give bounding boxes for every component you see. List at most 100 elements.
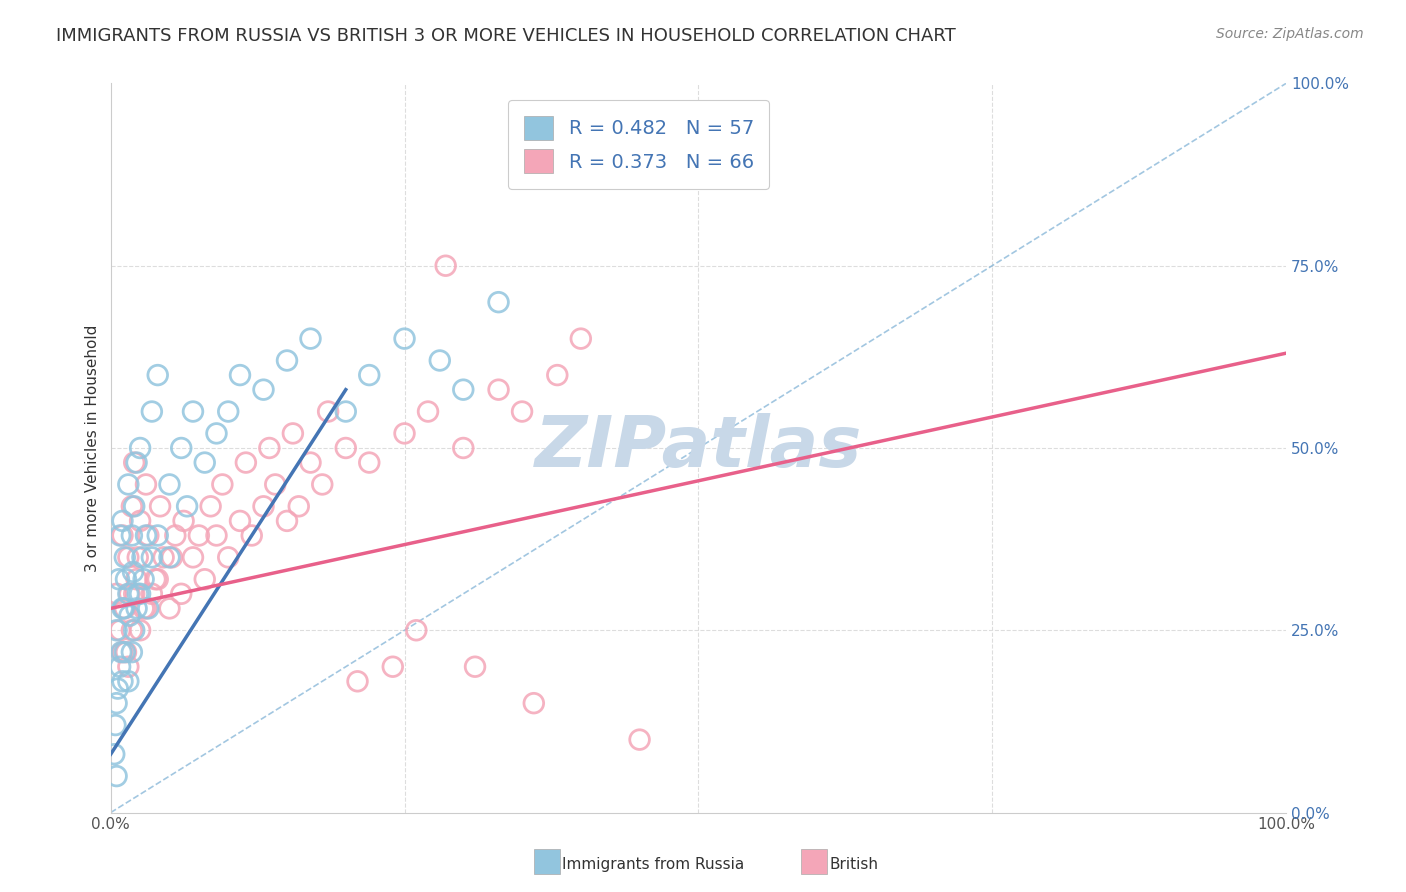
Point <box>104 718 127 732</box>
Point <box>105 587 128 601</box>
Point <box>132 601 155 615</box>
Point <box>311 477 333 491</box>
Point <box>299 456 322 470</box>
Point <box>229 368 252 382</box>
Text: IMMIGRANTS FROM RUSSIA VS BRITISH 3 OR MORE VEHICLES IN HOUSEHOLD CORRELATION CH: IMMIGRANTS FROM RUSSIA VS BRITISH 3 OR M… <box>56 27 956 45</box>
Point <box>110 645 132 659</box>
Point <box>111 601 134 615</box>
Point <box>200 500 222 514</box>
Point <box>628 732 651 747</box>
Point <box>121 624 143 638</box>
Point <box>108 624 131 638</box>
Point <box>145 572 167 586</box>
Point <box>129 514 152 528</box>
Point <box>394 426 416 441</box>
Point <box>170 441 193 455</box>
Point <box>136 528 159 542</box>
Point <box>488 295 510 310</box>
Point <box>141 587 163 601</box>
Point <box>118 608 141 623</box>
Point <box>229 514 252 528</box>
Point <box>434 259 457 273</box>
Point <box>146 368 169 382</box>
Point <box>160 550 183 565</box>
Point <box>159 477 181 491</box>
Point <box>129 441 152 455</box>
Text: Source: ZipAtlas.com: Source: ZipAtlas.com <box>1216 27 1364 41</box>
Point <box>108 528 131 542</box>
Point <box>240 528 263 542</box>
Point <box>122 500 145 514</box>
Point <box>136 601 159 615</box>
Point <box>187 528 209 542</box>
Point <box>111 514 134 528</box>
Point <box>159 601 181 615</box>
Point <box>346 674 368 689</box>
Point <box>205 528 228 542</box>
Point <box>103 747 125 762</box>
Point <box>359 368 381 382</box>
Point <box>122 565 145 579</box>
Point <box>381 659 404 673</box>
Point <box>117 659 139 673</box>
Point <box>488 383 510 397</box>
Point <box>252 500 274 514</box>
Point <box>135 477 157 491</box>
Point <box>165 528 187 542</box>
Point <box>121 500 143 514</box>
Point <box>135 601 157 615</box>
Point <box>335 404 357 418</box>
Point <box>121 645 143 659</box>
Point <box>146 572 169 586</box>
Point <box>135 528 157 542</box>
Point <box>316 404 339 418</box>
Point <box>131 550 153 565</box>
Point <box>259 441 281 455</box>
Point <box>117 477 139 491</box>
Text: Immigrants from Russia: Immigrants from Russia <box>562 857 745 871</box>
Point <box>125 601 148 615</box>
Point <box>359 456 381 470</box>
Point <box>453 383 475 397</box>
Point <box>141 550 163 565</box>
Point <box>276 514 298 528</box>
Point <box>114 601 136 615</box>
Point <box>117 550 139 565</box>
Point <box>405 624 427 638</box>
Y-axis label: 3 or more Vehicles in Household: 3 or more Vehicles in Household <box>86 325 100 572</box>
Point <box>152 550 174 565</box>
Point <box>211 477 233 491</box>
Point <box>170 587 193 601</box>
Point <box>510 404 533 418</box>
Point <box>127 587 149 601</box>
Point <box>111 645 134 659</box>
Point <box>235 456 257 470</box>
Point <box>287 500 309 514</box>
Point <box>111 674 134 689</box>
Point <box>114 645 136 659</box>
Point <box>132 572 155 586</box>
Point <box>115 645 138 659</box>
Point <box>217 550 239 565</box>
Point <box>141 404 163 418</box>
Point <box>176 500 198 514</box>
Point <box>112 601 135 615</box>
Point <box>159 550 181 565</box>
Point <box>181 550 204 565</box>
Point <box>149 500 172 514</box>
Point <box>264 477 287 491</box>
Point <box>129 587 152 601</box>
Point <box>299 332 322 346</box>
Point <box>194 456 217 470</box>
Point <box>276 353 298 368</box>
Point <box>181 404 204 418</box>
Point <box>464 659 486 673</box>
Point <box>108 659 131 673</box>
Legend: R = 0.482   N = 57, R = 0.373   N = 66: R = 0.482 N = 57, R = 0.373 N = 66 <box>508 101 769 189</box>
Point <box>173 514 195 528</box>
Point <box>205 426 228 441</box>
Point <box>416 404 439 418</box>
Point <box>127 550 149 565</box>
Point <box>194 572 217 586</box>
Point <box>129 624 152 638</box>
